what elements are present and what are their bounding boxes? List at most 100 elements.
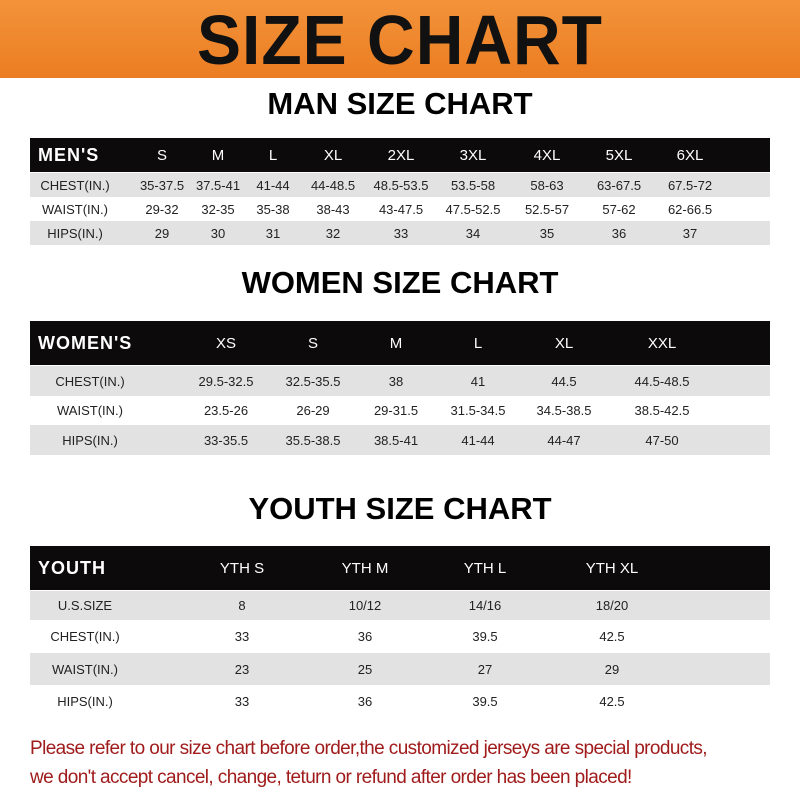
table-cell: 35-38: [256, 201, 290, 217]
size-column-header: YTH L: [463, 559, 507, 577]
size-column-header: 3XL: [459, 146, 487, 164]
table-cell: 32-35: [201, 201, 235, 217]
table-corner-label: WOMEN'S: [38, 332, 133, 353]
row-label: U.S.SIZE: [57, 598, 113, 613]
table-corner-label: YOUTH: [38, 557, 106, 578]
row-label: WAIST(IN.): [42, 201, 108, 217]
table-cell: 38: [388, 373, 404, 389]
table-cell: 63-67.5: [596, 177, 642, 193]
table-cell: 47.5-52.5: [445, 201, 501, 217]
table-cell: 43-47.5: [378, 201, 424, 217]
table-cell: 36: [357, 629, 373, 644]
table-cell: 39.5: [472, 629, 498, 644]
table-cell: 34: [465, 225, 481, 241]
table-cell: 36: [357, 693, 373, 709]
size-column-header: 6XL: [676, 146, 704, 164]
youth-section-title: YOUTH SIZE CHART: [248, 491, 552, 526]
row-label: CHEST(IN.): [50, 629, 120, 644]
notice-line-1: Please refer to our size chart before or…: [30, 738, 708, 759]
table-cell: 36: [611, 225, 627, 241]
row-label: HIPS(IN.): [47, 225, 103, 241]
table-cell: 33: [234, 693, 250, 709]
table-cell: 44-48.5: [310, 177, 356, 193]
table-cell: 14/16: [468, 598, 502, 613]
table-row: HIPS(IN.) 33 36 39.5 42.5: [30, 685, 770, 717]
size-column-header: 5XL: [605, 146, 633, 164]
table-cell: 29-31.5: [373, 403, 419, 418]
page-title: SIZE CHART: [197, 1, 603, 79]
table-cell: 29.5-32.5: [198, 373, 254, 389]
size-column-header: 2XL: [387, 146, 415, 164]
size-column-header: S: [307, 334, 319, 352]
size-column-header: L: [473, 334, 483, 352]
size-column-header: S: [156, 146, 168, 164]
row-label: WAIST(IN.): [57, 403, 123, 418]
table-cell: 52.5-57: [524, 201, 570, 217]
table-cell: 53.5-58: [450, 177, 496, 193]
table-cell: 41-44: [461, 432, 495, 448]
table-header-row: MEN'S S M L XL 2XL 3XL 4XL 5XL 6XL: [30, 138, 770, 172]
table-row: CHEST(IN.) 33 36 39.5 42.5: [30, 620, 770, 653]
row-label: HIPS(IN.): [57, 693, 113, 709]
size-column-header: L: [268, 146, 278, 164]
table-cell: 31: [265, 225, 281, 241]
notice-line-2: we don't accept cancel, change, teturn o…: [30, 767, 632, 788]
table-cell: 27: [477, 661, 493, 677]
table-cell: 44.5: [551, 373, 577, 389]
table-row: WAIST(IN.) 23 25 27 29: [30, 653, 770, 685]
table-row: WAIST(IN.) 29-32 32-35 35-38 38-43 43-47.5 47.…: [30, 197, 770, 221]
table-cell: 34.5-38.5: [536, 403, 592, 418]
table-cell: 33: [234, 629, 250, 644]
size-column-header: M: [389, 334, 403, 352]
table-cell: 35: [539, 225, 555, 241]
table-header-row: YOUTH YTH S YTH M YTH L YTH XL: [30, 546, 770, 590]
table-cell: 32.5-35.5: [285, 373, 341, 389]
table-cell: 41-44: [256, 177, 290, 193]
table-cell: 44-47: [547, 432, 581, 448]
title-banner: SIZE CHART: [0, 0, 800, 79]
size-column-header: XXL: [647, 334, 677, 352]
women-section-title: WOMEN SIZE CHART: [241, 265, 559, 300]
size-column-header: XL: [554, 334, 574, 352]
table-row: WAIST(IN.) 23.5-26 26-29 29-31.5 31.5-34.5 34…: [30, 396, 770, 425]
table-cell: 10/12: [348, 598, 382, 613]
table-cell: 42.5: [599, 693, 625, 709]
table-cell: 35-37.5: [139, 177, 185, 193]
table-cell: 47-50: [645, 432, 679, 448]
table-cell: 48.5-53.5: [373, 177, 429, 193]
table-cell: 38.5-42.5: [634, 403, 690, 418]
row-label: WAIST(IN.): [52, 661, 118, 677]
table-cell: 35.5-38.5: [285, 432, 341, 448]
size-column-header: 4XL: [533, 146, 561, 164]
table-cell: 8: [238, 598, 246, 613]
table-cell: 33: [393, 225, 409, 241]
table-cell: 38-43: [316, 201, 350, 217]
table-cell: 23: [234, 661, 250, 677]
table-cell: 39.5: [472, 693, 498, 709]
table-row: HIPS(IN.) 33-35.5 35.5-38.5 38.5-41 41-44 44-…: [30, 425, 770, 455]
row-label: HIPS(IN.): [62, 432, 118, 448]
table-cell: 32: [325, 225, 341, 241]
men-section-title: MAN SIZE CHART: [267, 86, 533, 121]
table-cell: 29: [154, 225, 170, 241]
size-column-header: YTH S: [219, 559, 265, 577]
notice-text: Please refer to our size chart before or…: [30, 734, 790, 792]
row-label: CHEST(IN.): [40, 177, 110, 193]
size-column-header: M: [211, 146, 225, 164]
table-corner-label: MEN'S: [38, 144, 100, 165]
table-cell: 41: [470, 373, 486, 389]
table-cell: 44.5-48.5: [634, 373, 690, 389]
table-row: HIPS(IN.) 29 30 31 32 33 34 35 36 37: [30, 221, 770, 245]
size-column-header: YTH M: [341, 559, 389, 577]
table-cell: 37.5-41: [195, 177, 241, 193]
table-cell: 38.5-41: [373, 432, 419, 448]
table-row: U.S.SIZE 8 10/12 14/16 18/20: [30, 591, 770, 620]
table-cell: 58-63: [530, 177, 564, 193]
table-cell: 30: [210, 225, 226, 241]
table-cell: 62-66.5: [667, 201, 713, 217]
table-cell: 29-32: [145, 201, 179, 217]
table-cell: 29: [604, 661, 620, 677]
table-cell: 57-62: [602, 201, 636, 217]
size-column-header: YTH XL: [585, 559, 639, 577]
size-column-header: XS: [215, 334, 237, 352]
